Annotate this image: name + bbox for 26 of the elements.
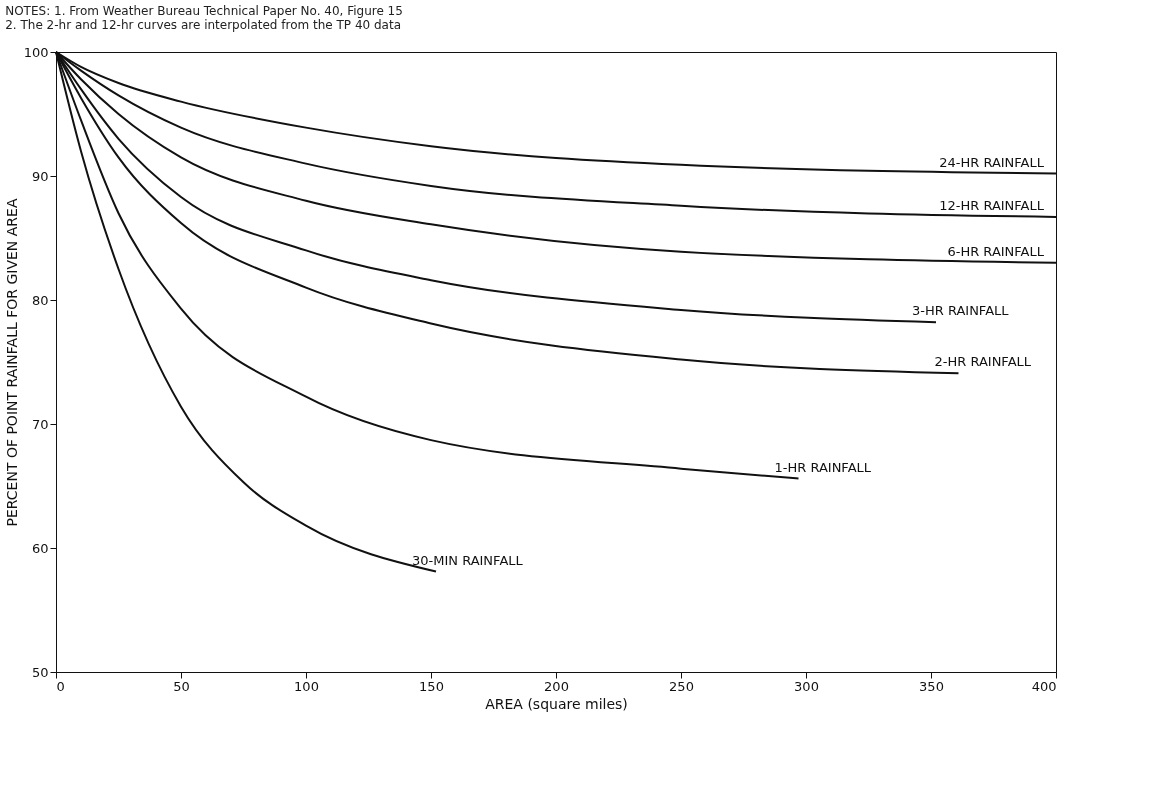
series-label: 12-HR RAINFALL bbox=[939, 197, 1045, 213]
y-tick-label: 70 bbox=[31, 416, 49, 432]
series-label: 6-HR RAINFALL bbox=[947, 243, 1045, 259]
x-tick-label: 50 bbox=[173, 678, 190, 694]
y-tick-label: 100 bbox=[23, 44, 49, 60]
x-tick-label: 150 bbox=[419, 678, 444, 694]
x-tick-label: 0 bbox=[56, 678, 65, 694]
y-tick-label: 90 bbox=[31, 168, 49, 184]
y-axis-title: PERCENT OF POINT RAINFALL FOR GIVEN AREA bbox=[3, 198, 20, 527]
x-tick-label: 200 bbox=[544, 678, 569, 694]
x-tick-label: 100 bbox=[294, 678, 319, 694]
series-label: 3-HR RAINFALL bbox=[912, 303, 1010, 319]
y-tick-label: 60 bbox=[31, 540, 49, 556]
y-tick-label: 80 bbox=[31, 292, 49, 308]
series-label: 30-MIN RAINFALL bbox=[412, 552, 524, 568]
x-axis-title: AREA (square miles) bbox=[485, 695, 628, 712]
series-label: 1-HR RAINFALL bbox=[774, 459, 872, 475]
y-tick-label: 50 bbox=[31, 664, 49, 680]
x-tick-label: 250 bbox=[669, 678, 694, 694]
series-label: 2-HR RAINFALL bbox=[934, 354, 1032, 370]
text: NOTES: 1. From Weather Bureau Technical Paper No. 40, Figure 15 bbox=[5, 4, 403, 18]
series-label: 24-HR RAINFALL bbox=[939, 154, 1045, 170]
x-tick-label: 400 bbox=[1031, 678, 1057, 694]
x-tick-label: 350 bbox=[919, 678, 944, 694]
x-tick-label: 300 bbox=[794, 678, 819, 694]
text: 2. The 2-hr and 12-hr curves are interpolated from the TP 40 data bbox=[5, 18, 402, 32]
